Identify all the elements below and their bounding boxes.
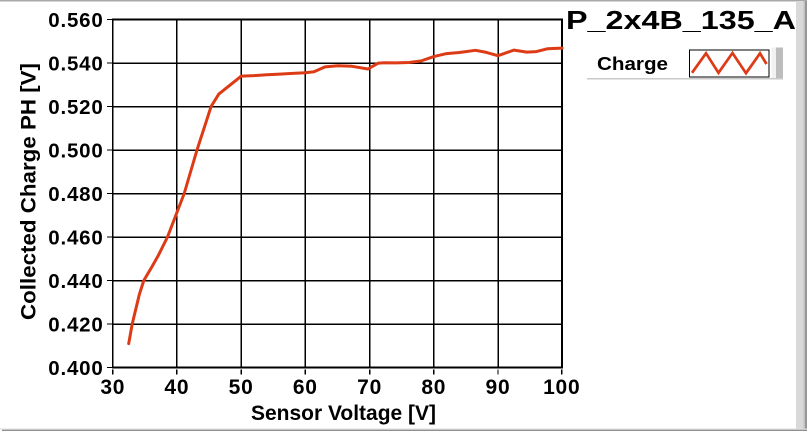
svg-text:0.500: 0.500 [48,140,103,163]
svg-text:0.560: 0.560 [48,9,103,32]
svg-text:80: 80 [421,376,446,399]
svg-text:0.460: 0.460 [48,227,103,250]
svg-text:90: 90 [486,376,511,399]
svg-text:50: 50 [229,376,254,399]
svg-text:0.420: 0.420 [48,314,103,337]
svg-text:0.440: 0.440 [48,270,103,293]
svg-text:70: 70 [357,376,382,399]
svg-text:Sensor Voltage [V]: Sensor Voltage [V] [251,402,436,425]
svg-text:40: 40 [164,376,189,399]
svg-text:30: 30 [100,376,125,399]
svg-text:0.400: 0.400 [48,357,103,380]
svg-text:0.540: 0.540 [48,53,103,76]
svg-text:60: 60 [293,376,318,399]
svg-text:Collected Charge PH [V]: Collected Charge PH [V] [18,63,41,320]
svg-text:P_2x4B_135_A: P_2x4B_135_A [566,7,796,35]
svg-text:100: 100 [543,376,580,399]
svg-text:0.480: 0.480 [48,183,103,206]
svg-text:0.520: 0.520 [48,96,103,119]
svg-text:Charge: Charge [597,53,668,74]
